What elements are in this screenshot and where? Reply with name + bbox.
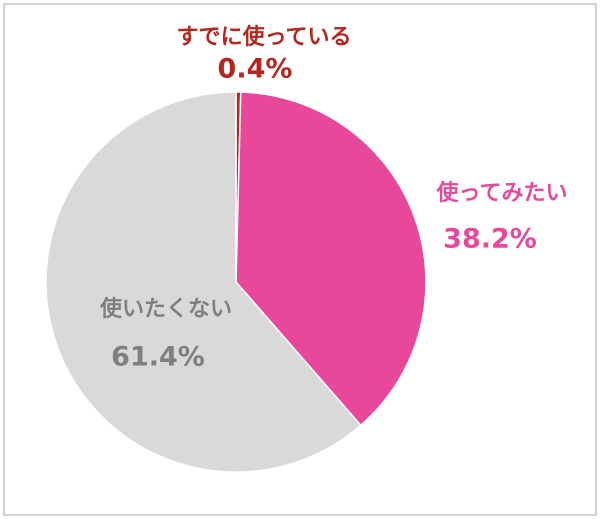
value-label: 0.4% <box>218 54 293 85</box>
value-label: 38.2% <box>443 224 537 255</box>
slice-label: 使いたくない <box>99 297 232 322</box>
slice-label: すでに使っている <box>176 25 351 50</box>
value-label: 61.4% <box>111 342 205 373</box>
pie-slice <box>45 91 362 473</box>
slice-label: 使ってみたい <box>436 181 568 206</box>
pie-slice <box>235 91 427 427</box>
